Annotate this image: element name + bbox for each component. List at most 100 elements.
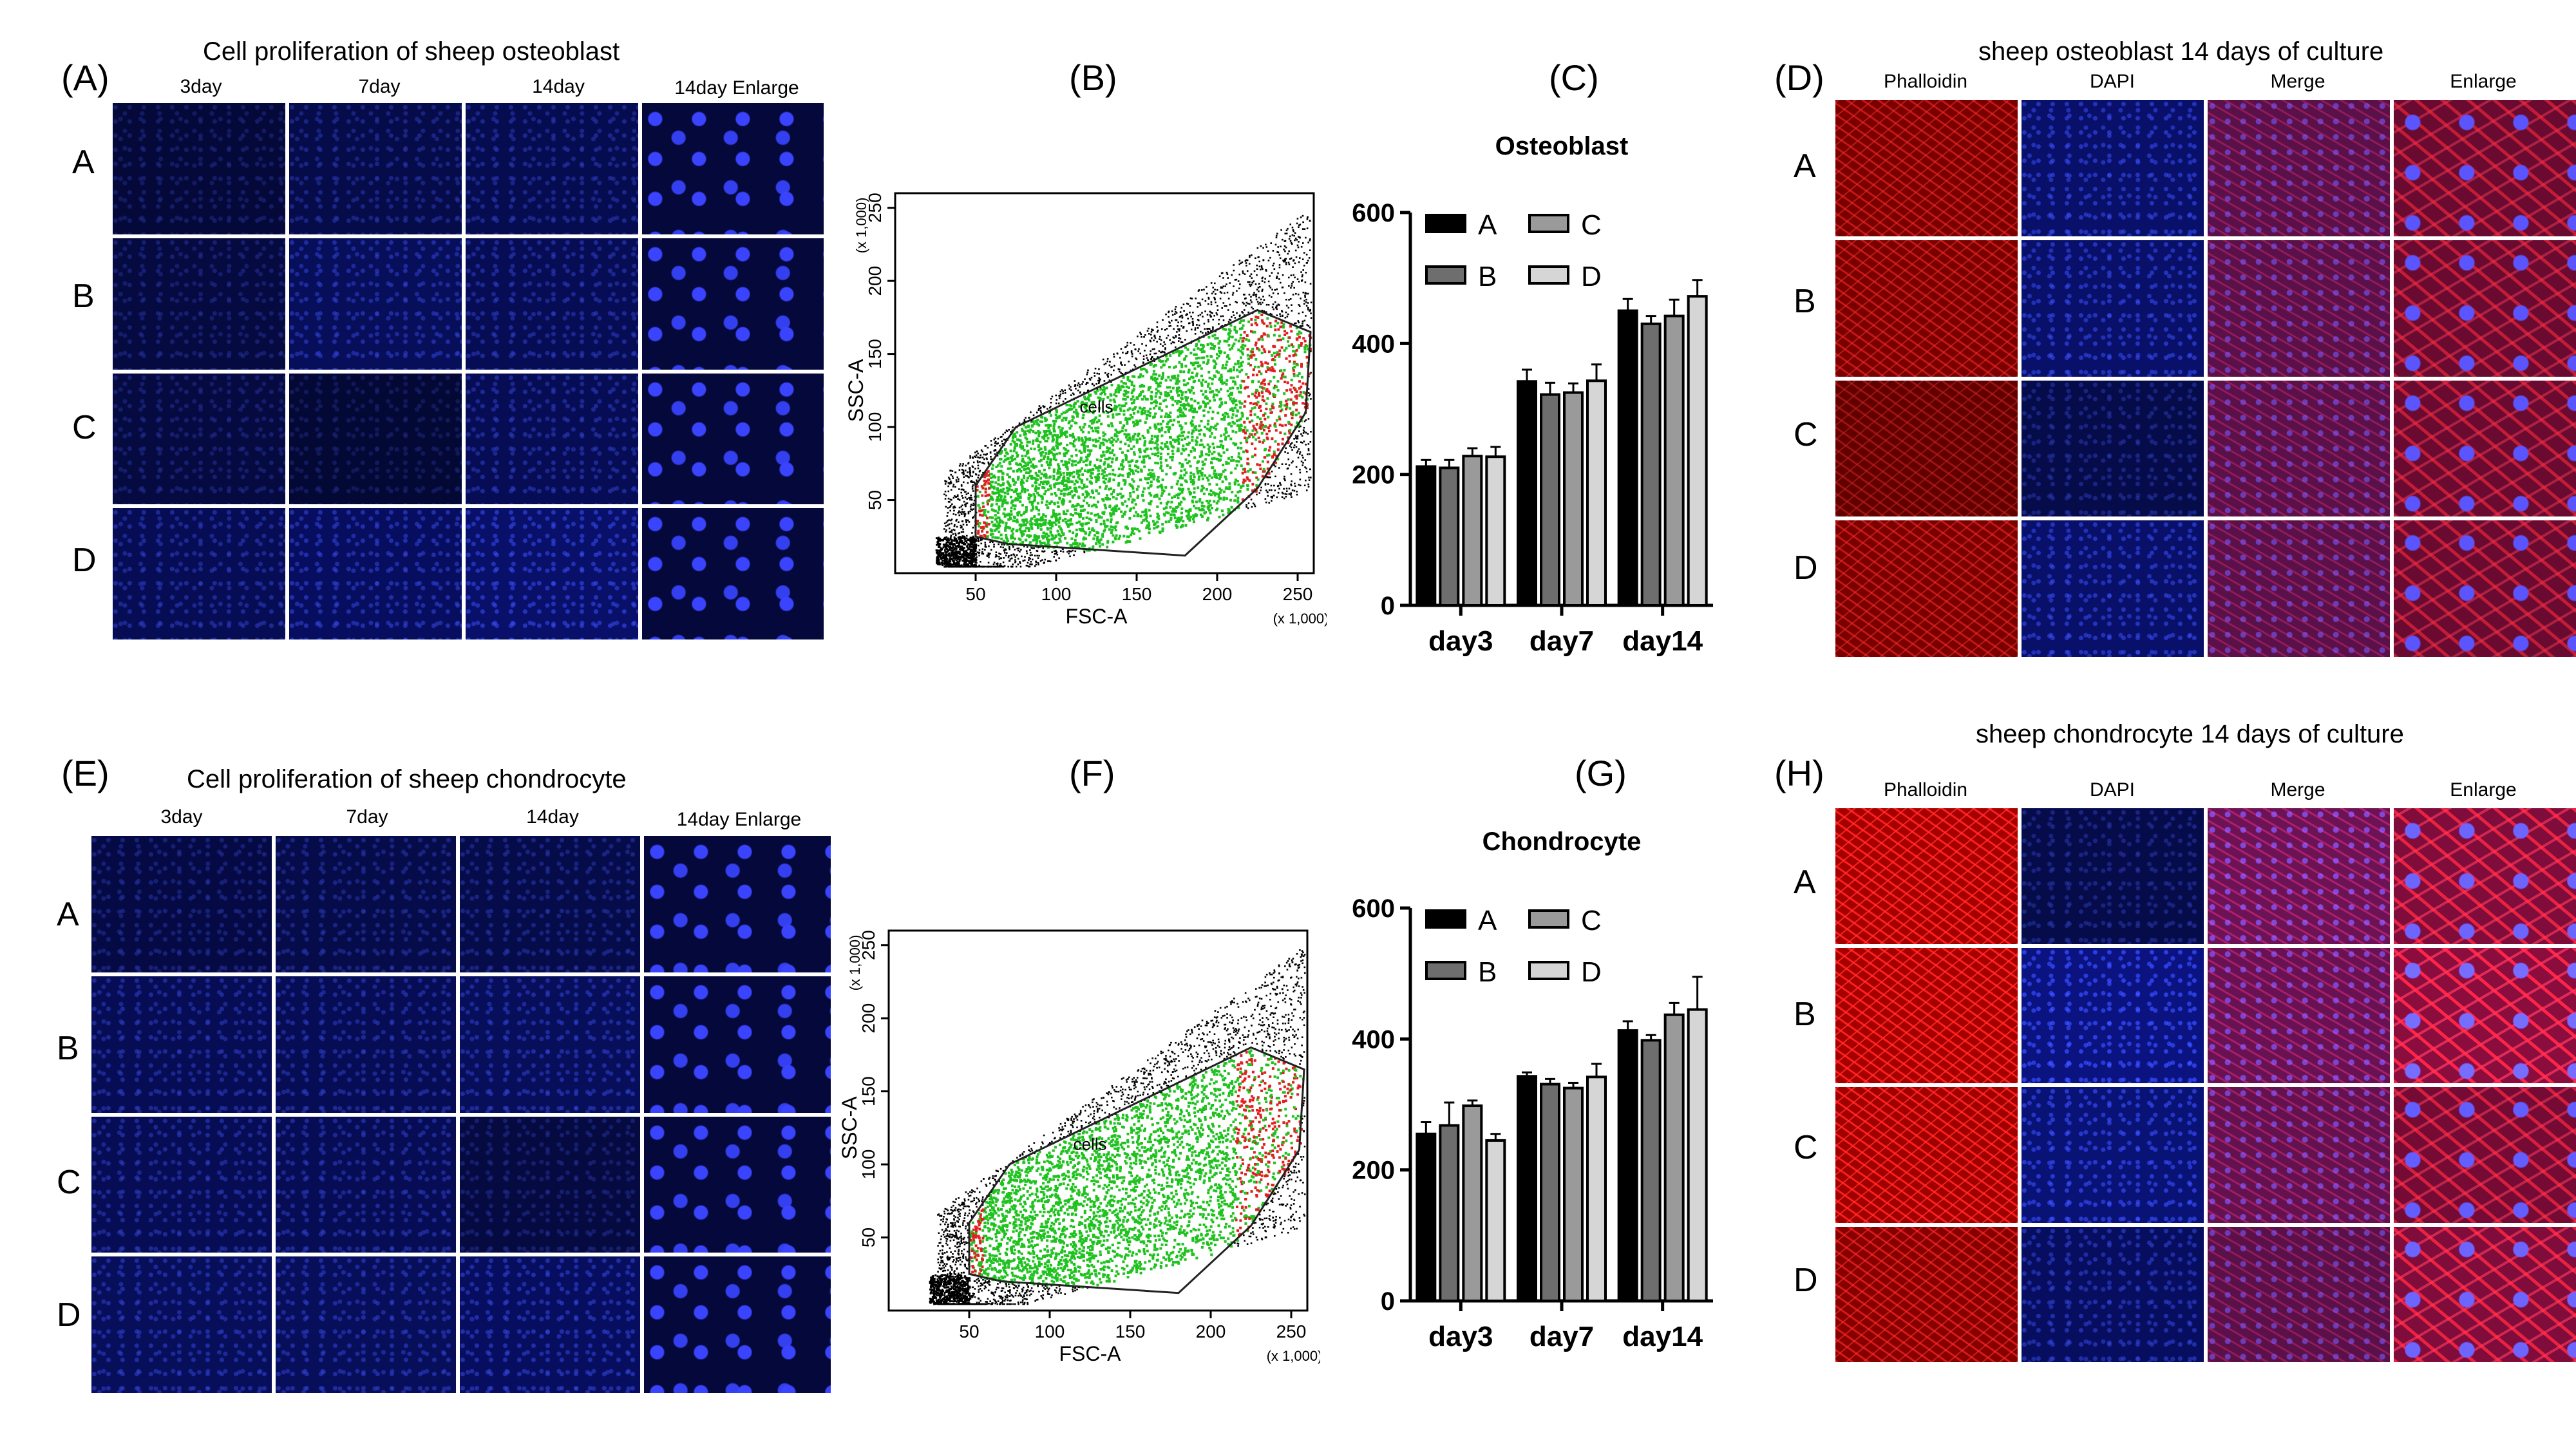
event-dot — [1039, 410, 1042, 412]
event-dot — [1181, 525, 1184, 528]
event-dot — [1171, 496, 1174, 499]
event-dot — [1224, 292, 1226, 294]
event-dot — [1091, 504, 1094, 507]
event-dot — [1168, 427, 1171, 430]
event-dot — [1171, 386, 1175, 390]
event-dot — [1192, 324, 1194, 327]
event-dot — [1099, 486, 1102, 489]
event-dot — [1119, 388, 1122, 391]
event-dot — [971, 465, 974, 468]
event-dot — [1120, 363, 1122, 365]
event-dot — [1107, 480, 1110, 483]
event-dot — [999, 469, 1003, 473]
event-dot — [1128, 417, 1132, 421]
event-dot — [1303, 402, 1307, 405]
event-dot — [1251, 482, 1255, 486]
event-dot — [981, 551, 983, 553]
event-dot — [1278, 355, 1281, 358]
event-dot — [1271, 306, 1274, 308]
event-dot — [1131, 355, 1133, 357]
event-dot — [1173, 377, 1177, 380]
event-dot — [1233, 400, 1236, 403]
event-dot — [1090, 471, 1093, 475]
event-dot — [1188, 368, 1191, 372]
event-dot — [1067, 461, 1070, 464]
event-dot — [1167, 375, 1170, 379]
event-dot — [1148, 492, 1151, 495]
event-dot — [1208, 453, 1211, 457]
event-dot — [1027, 529, 1030, 532]
event-dot — [1099, 442, 1103, 445]
event-dot — [1277, 246, 1280, 248]
event-dot — [1298, 261, 1300, 263]
event-dot — [1117, 468, 1121, 471]
event-dot — [1134, 366, 1137, 368]
event-dot — [952, 477, 954, 479]
event-dot — [1132, 395, 1135, 398]
event-dot — [967, 519, 969, 522]
event-dot — [1203, 462, 1206, 466]
event-dot — [1068, 420, 1071, 423]
event-dot — [1254, 391, 1257, 394]
event-dot — [980, 454, 981, 457]
event-dot — [1289, 235, 1291, 238]
event-dot — [1269, 287, 1272, 289]
event-dot — [1014, 549, 1016, 551]
event-dot — [998, 556, 1000, 558]
event-dot — [1049, 414, 1052, 417]
event-dot — [1120, 348, 1122, 350]
event-dot — [1229, 392, 1232, 395]
event-dot — [1271, 296, 1273, 298]
event-dot — [1198, 455, 1202, 458]
event-dot — [1153, 334, 1156, 337]
event-dot — [949, 469, 951, 472]
event-dot — [1269, 380, 1272, 383]
event-dot — [1283, 478, 1285, 480]
event-dot — [1201, 298, 1204, 301]
event-dot — [1189, 391, 1192, 394]
event-dot — [995, 466, 998, 469]
event-dot — [1144, 334, 1146, 336]
event-dot — [1209, 493, 1213, 497]
event-dot — [1178, 352, 1181, 355]
event-dot — [952, 513, 955, 515]
event-dot — [1227, 321, 1230, 323]
event-dot — [1260, 486, 1262, 489]
event-dot — [1158, 497, 1161, 500]
event-dot — [984, 549, 986, 551]
event-dot — [1200, 419, 1203, 422]
event-dot — [996, 562, 999, 565]
event-dot — [1111, 529, 1114, 532]
event-dot — [1072, 442, 1075, 446]
event-dot — [1074, 545, 1077, 549]
event-dot — [1228, 369, 1231, 372]
event-dot — [1179, 488, 1182, 491]
event-dot — [1169, 412, 1172, 415]
event-dot — [1142, 460, 1146, 464]
event-dot — [1195, 507, 1198, 510]
event-dot — [1073, 444, 1076, 448]
event-dot — [1045, 503, 1048, 506]
event-dot — [1160, 328, 1163, 330]
event-dot — [1041, 482, 1045, 485]
event-dot — [1019, 492, 1022, 495]
event-dot — [951, 518, 953, 520]
event-dot — [951, 531, 953, 533]
event-dot — [1101, 498, 1104, 501]
event-dot — [986, 494, 989, 497]
event-dot — [1168, 366, 1171, 369]
event-dot — [983, 462, 985, 465]
event-dot — [1180, 428, 1183, 431]
event-dot — [961, 511, 963, 513]
event-dot — [1055, 410, 1058, 413]
event-dot — [1128, 436, 1132, 439]
event-dot — [1075, 533, 1079, 536]
event-dot — [1041, 516, 1044, 519]
event-dot — [1045, 536, 1048, 540]
event-dot — [1110, 525, 1113, 528]
event-dot — [1036, 412, 1038, 413]
event-dot — [1045, 460, 1048, 464]
event-dot — [1102, 388, 1105, 392]
event-dot — [1186, 382, 1189, 385]
event-dot — [1305, 431, 1307, 434]
